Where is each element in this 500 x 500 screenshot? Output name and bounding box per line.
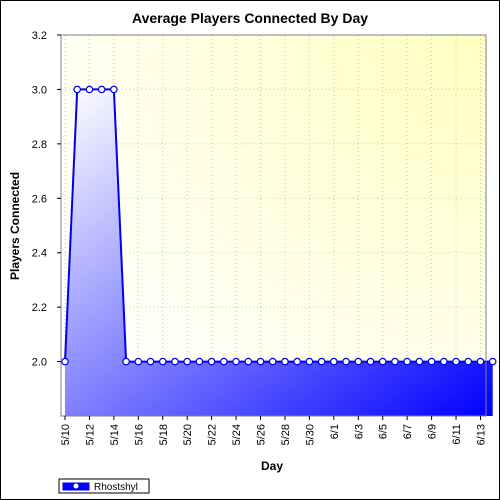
data-point [183,357,192,366]
data-point [207,357,216,366]
data-point [464,357,473,366]
data-point [256,357,265,366]
data-point [85,85,94,94]
y-axis-ticks: 2.0 2.2 2.4 2.6 2.8 3.0 3.2 [32,30,61,369]
x-tick-label: 6/7 [402,424,414,439]
data-point [415,357,424,366]
x-tick-label: 6/3 [353,424,365,439]
legend-label: Rhostshyl [94,482,138,493]
data-point [146,357,155,366]
x-tick-label: 5/22 [207,424,219,445]
x-axis-title: Day [261,459,283,473]
data-point [403,357,411,366]
y-tick-label: 2.8 [32,139,47,151]
data-point [476,357,485,366]
x-tick-label: 5/14 [109,424,121,445]
x-tick-label: 6/11 [451,424,463,445]
data-point [232,357,240,366]
y-tick-label: 3.2 [32,30,47,42]
y-tick-label: 2.0 [32,357,47,369]
data-point [244,357,253,366]
data-points [61,85,497,366]
x-tick-label: 5/18 [158,424,170,445]
data-point [110,85,118,94]
chart-title: Average Players Connected By Day [132,10,368,26]
data-point [330,357,338,366]
legend-marker [72,482,80,490]
data-point [378,357,387,366]
data-point [305,357,314,366]
data-point [122,357,130,366]
data-point [488,357,497,366]
x-tick-label: 5/10 [60,424,72,445]
data-point [391,357,399,366]
series-area [65,89,493,416]
y-tick-label: 3.0 [32,84,47,96]
x-tick-label: 6/1 [329,424,341,439]
x-tick-label: 5/12 [84,424,96,445]
x-tick-label: 6/13 [475,424,487,445]
y-axis-title: Players Connected [8,172,22,280]
y-tick-label: 2.6 [32,193,47,205]
y-tick-label: 2.4 [32,248,47,260]
data-point [427,357,436,366]
data-point [354,357,363,366]
x-tick-label: 5/20 [182,424,194,445]
x-tick-label: 5/24 [231,424,243,445]
x-tick-label: 6/9 [427,424,439,439]
data-point [293,357,301,366]
data-point [97,85,106,94]
plot-background [61,35,486,416]
data-point [268,357,277,366]
data-point [452,357,460,366]
data-point [281,357,289,366]
data-point [134,357,143,366]
y-tick-label: 2.2 [32,302,47,314]
x-tick-label: 6/5 [378,424,390,439]
data-point [220,357,228,366]
data-point [440,357,448,366]
data-point [195,357,204,366]
data-point [366,357,375,366]
data-point [61,357,69,366]
data-point [158,357,167,366]
x-axis-ticks: 5/10 5/12 5/14 5/16 5/18 5/20 5/22 5/24 5/26 5/28… [60,416,487,445]
x-tick-label: 5/16 [133,424,145,445]
x-tick-label: 5/30 [304,424,316,445]
data-point [73,85,82,94]
x-tick-label: 5/26 [256,424,268,445]
plot-border [60,34,487,417]
data-point [317,357,326,366]
legend: Rhostshyl [58,478,150,494]
data-point [171,357,179,366]
data-point [342,357,350,366]
x-tick-label: 5/28 [280,424,292,445]
